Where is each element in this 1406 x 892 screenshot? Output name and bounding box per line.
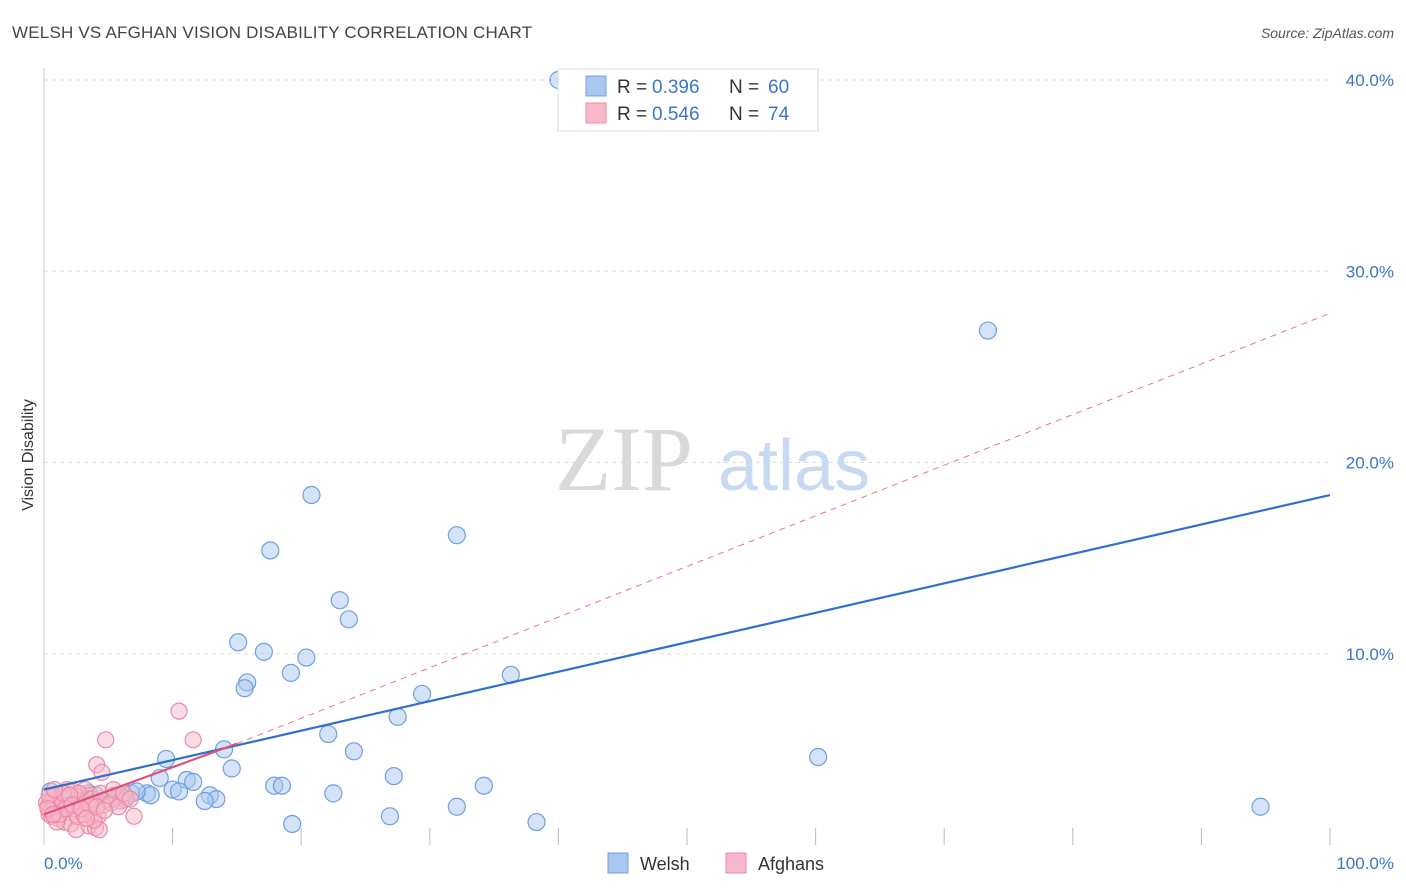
watermark-atlas: atlas xyxy=(718,426,870,506)
point-welsh-31 xyxy=(324,784,343,803)
point-afghans-71 xyxy=(121,790,139,808)
trendline-afghans-dashed-2 xyxy=(236,312,1331,745)
point-welsh-9 xyxy=(297,648,316,667)
point-welsh-27 xyxy=(272,776,292,795)
point-welsh-10 xyxy=(281,663,301,682)
legend-r-value-afghans: 0.546 xyxy=(652,104,700,125)
point-afghans-68 xyxy=(95,801,114,820)
legend-r-label-welsh: R = xyxy=(617,77,647,98)
point-welsh-2 xyxy=(302,485,321,505)
legend-swatch-afghans xyxy=(585,102,607,124)
y-tick-label-1: 20.0% xyxy=(1346,454,1394,473)
tick-labels: 10.0% 20.0% 30.0% 40.0% 0.0% 100.0% xyxy=(44,71,1394,873)
point-afghans-67 xyxy=(77,809,96,827)
point-welsh-56 xyxy=(380,807,400,826)
watermark-zip: ZIP xyxy=(555,408,693,510)
point-welsh-4 xyxy=(261,541,280,560)
point-welsh-58 xyxy=(527,812,546,832)
point-afghans-1 xyxy=(184,731,202,749)
series-legend-swatch-welsh xyxy=(607,852,629,874)
point-welsh-1 xyxy=(978,321,998,340)
point-welsh-55 xyxy=(1251,797,1270,816)
point-welsh-16 xyxy=(319,724,338,744)
point-afghans-40 xyxy=(125,807,143,825)
point-welsh-30 xyxy=(169,782,189,801)
point-welsh-13 xyxy=(235,679,254,698)
trendline-welsh-solid-0 xyxy=(43,493,1331,791)
gridlines xyxy=(44,79,1330,655)
legend-r-value-welsh: 0.396 xyxy=(652,77,700,98)
legend-r-label-afghans: R = xyxy=(617,104,647,125)
y-tick-label-2: 30.0% xyxy=(1346,262,1394,281)
data-points xyxy=(37,70,1270,839)
series-legend: Welsh Afghans xyxy=(607,852,824,874)
point-afghans-2 xyxy=(97,731,115,749)
series-legend-swatch-afghans xyxy=(725,852,747,874)
watermark: ZIP atlas xyxy=(555,408,870,510)
legend-n-label-afghans: N = xyxy=(729,104,759,125)
point-welsh-21 xyxy=(222,759,241,778)
y-tick-label-0: 10.0% xyxy=(1346,645,1394,664)
point-welsh-25 xyxy=(184,772,203,791)
point-welsh-17 xyxy=(809,747,828,767)
point-welsh-37 xyxy=(195,791,214,811)
y-axis-label: Vision Disability xyxy=(20,399,37,511)
point-welsh-8 xyxy=(254,642,274,661)
point-welsh-5 xyxy=(330,591,349,610)
x-tick-label-0: 0.0% xyxy=(44,854,83,873)
legend-n-label-welsh: N = xyxy=(729,77,759,98)
trendline-afghans-solid-1 xyxy=(43,742,238,816)
x-tick-label-1: 100.0% xyxy=(1336,854,1394,873)
point-welsh-6 xyxy=(339,610,358,629)
point-welsh-14 xyxy=(412,684,432,704)
legend-n-value-welsh: 60 xyxy=(768,77,789,98)
point-welsh-20 xyxy=(157,749,176,769)
point-afghans-0 xyxy=(170,702,188,720)
point-welsh-28 xyxy=(474,776,493,795)
axes xyxy=(43,68,1331,845)
point-welsh-22 xyxy=(384,767,403,786)
point-welsh-18 xyxy=(344,742,364,761)
legend-n-value-afghans: 74 xyxy=(768,104,790,125)
stats-legend: R = 0.396 N = 60 R = 0.546 N = 74 xyxy=(557,68,819,132)
point-welsh-3 xyxy=(447,526,466,545)
y-tick-label-3: 40.0% xyxy=(1346,71,1394,90)
point-welsh-7 xyxy=(229,633,248,652)
point-welsh-54 xyxy=(447,797,466,816)
point-welsh-57 xyxy=(283,814,302,834)
trendlines xyxy=(43,312,1331,816)
chart-title: WELSH VS AFGHAN VISION DISABILITY CORREL… xyxy=(12,23,532,42)
series-legend-label-afghans: Afghans xyxy=(758,854,824,874)
series-legend-label-welsh: Welsh xyxy=(640,854,690,874)
chart-source: Source: ZipAtlas.com xyxy=(1261,25,1394,41)
legend-swatch-welsh xyxy=(585,75,607,97)
